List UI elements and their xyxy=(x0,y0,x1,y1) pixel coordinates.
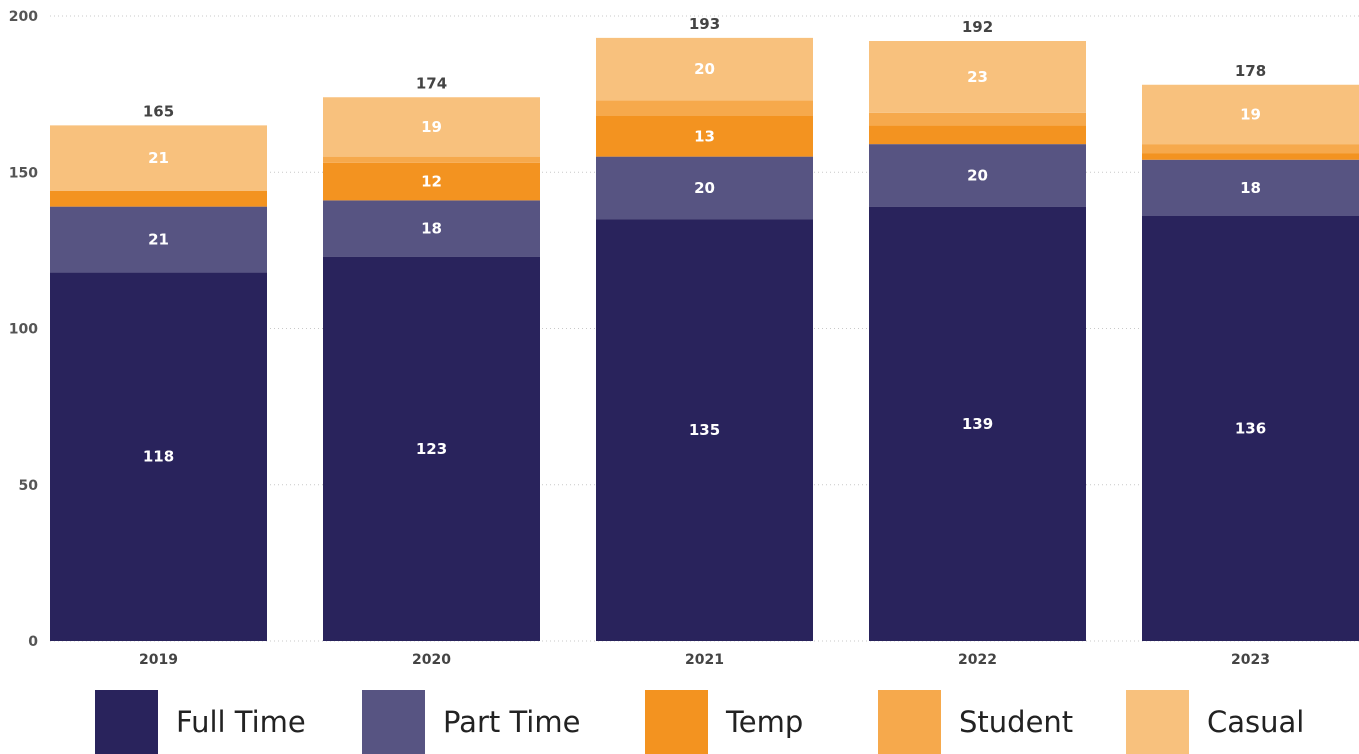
bar-segment-student xyxy=(1142,144,1359,154)
bar-segment-student xyxy=(869,112,1086,126)
data-label: 19 xyxy=(1240,105,1261,123)
x-tick-label: 2019 xyxy=(139,652,178,668)
bar-segment-part-time xyxy=(869,144,1086,207)
legend-swatch xyxy=(878,690,941,754)
bar-segment-casual xyxy=(323,97,540,157)
legend-swatch xyxy=(362,690,425,754)
bar-segment-temp xyxy=(596,116,813,157)
x-axis-ticks: 2019 2020 2021 2022 2023 xyxy=(139,652,1270,668)
legend: Full Time Part Time Temp Student Casual xyxy=(0,690,1359,754)
data-label: 20 xyxy=(694,60,715,78)
x-tick-label: 2021 xyxy=(685,652,724,668)
x-tick-label: 2020 xyxy=(412,652,451,668)
total-label: 165 xyxy=(143,102,174,120)
y-tick-label: 100 xyxy=(9,322,38,338)
bar-segment-part-time xyxy=(1142,159,1359,216)
bar-segment-full-time xyxy=(869,206,1086,641)
legend-item-student: Student xyxy=(878,690,1073,754)
data-label: 20 xyxy=(967,166,988,184)
data-label: 20 xyxy=(694,179,715,197)
bar-segment-casual xyxy=(1142,84,1359,145)
y-tick-label: 0 xyxy=(28,634,38,650)
legend-item-casual: Casual xyxy=(1126,690,1304,754)
bar-segment-full-time xyxy=(323,256,540,641)
legend-item-part-time: Part Time xyxy=(362,690,580,754)
legend-label: Student xyxy=(959,705,1074,739)
data-label: 13 xyxy=(694,127,715,145)
legend-item-temp: Temp xyxy=(645,690,803,754)
bar-segment-temp xyxy=(1142,153,1359,160)
data-label: 123 xyxy=(416,440,447,458)
legend-swatch xyxy=(645,690,708,754)
y-axis-ticks: 0 50 100 150 200 xyxy=(9,9,38,650)
bar-segment-part-time xyxy=(323,200,540,257)
bar-segment-temp xyxy=(50,191,267,207)
bar-segment-temp xyxy=(869,125,1086,145)
x-tick-label: 2023 xyxy=(1231,652,1270,668)
data-label: 136 xyxy=(1235,420,1266,438)
legend-label: Casual xyxy=(1207,705,1305,739)
bar-segment-student xyxy=(596,100,813,116)
y-tick-label: 200 xyxy=(9,9,38,25)
data-label: 118 xyxy=(143,448,174,466)
data-label: 19 xyxy=(421,118,442,136)
data-label: 18 xyxy=(1240,179,1261,197)
data-label: 12 xyxy=(421,173,442,191)
data-label: 135 xyxy=(689,421,720,439)
legend-label: Part Time xyxy=(443,705,581,739)
bar-segment-part-time xyxy=(50,206,267,273)
bars xyxy=(50,37,1359,641)
data-label: 23 xyxy=(967,68,988,86)
legend-swatch xyxy=(1126,690,1189,754)
bar-segment-student xyxy=(323,156,540,163)
bar-segment-full-time xyxy=(596,219,813,641)
total-label: 178 xyxy=(1235,62,1266,80)
legend-label: Temp xyxy=(726,705,804,739)
bar-segment-full-time xyxy=(1142,216,1359,641)
data-labels: 118 21 21 165 123 18 12 19 174 135 20 13 20 193 139 20 2… xyxy=(143,15,1266,466)
data-label: 139 xyxy=(962,415,993,433)
chart-canvas: 0 50 100 150 200 118 21 21 165 123 18 12 19 174 135 20… xyxy=(9,9,1359,668)
data-label: 21 xyxy=(148,230,169,248)
data-label: 21 xyxy=(148,149,169,167)
bar-segment-part-time xyxy=(596,156,813,220)
x-tick-label: 2022 xyxy=(958,652,997,668)
total-label: 193 xyxy=(689,15,720,33)
bar-segment-temp xyxy=(323,162,540,201)
bar-segment-full-time xyxy=(50,272,267,641)
bar-segment-casual xyxy=(596,37,813,101)
legend-swatch xyxy=(95,690,158,754)
y-tick-label: 150 xyxy=(9,165,38,181)
bar-segment-casual xyxy=(869,41,1086,113)
bar-segment-casual xyxy=(50,125,267,191)
y-tick-label: 50 xyxy=(19,478,39,494)
legend-label: Full Time xyxy=(176,705,306,739)
total-label: 192 xyxy=(962,18,993,36)
data-label: 18 xyxy=(421,220,442,238)
legend-item-full-time: Full Time xyxy=(95,690,306,754)
total-label: 174 xyxy=(416,74,447,92)
